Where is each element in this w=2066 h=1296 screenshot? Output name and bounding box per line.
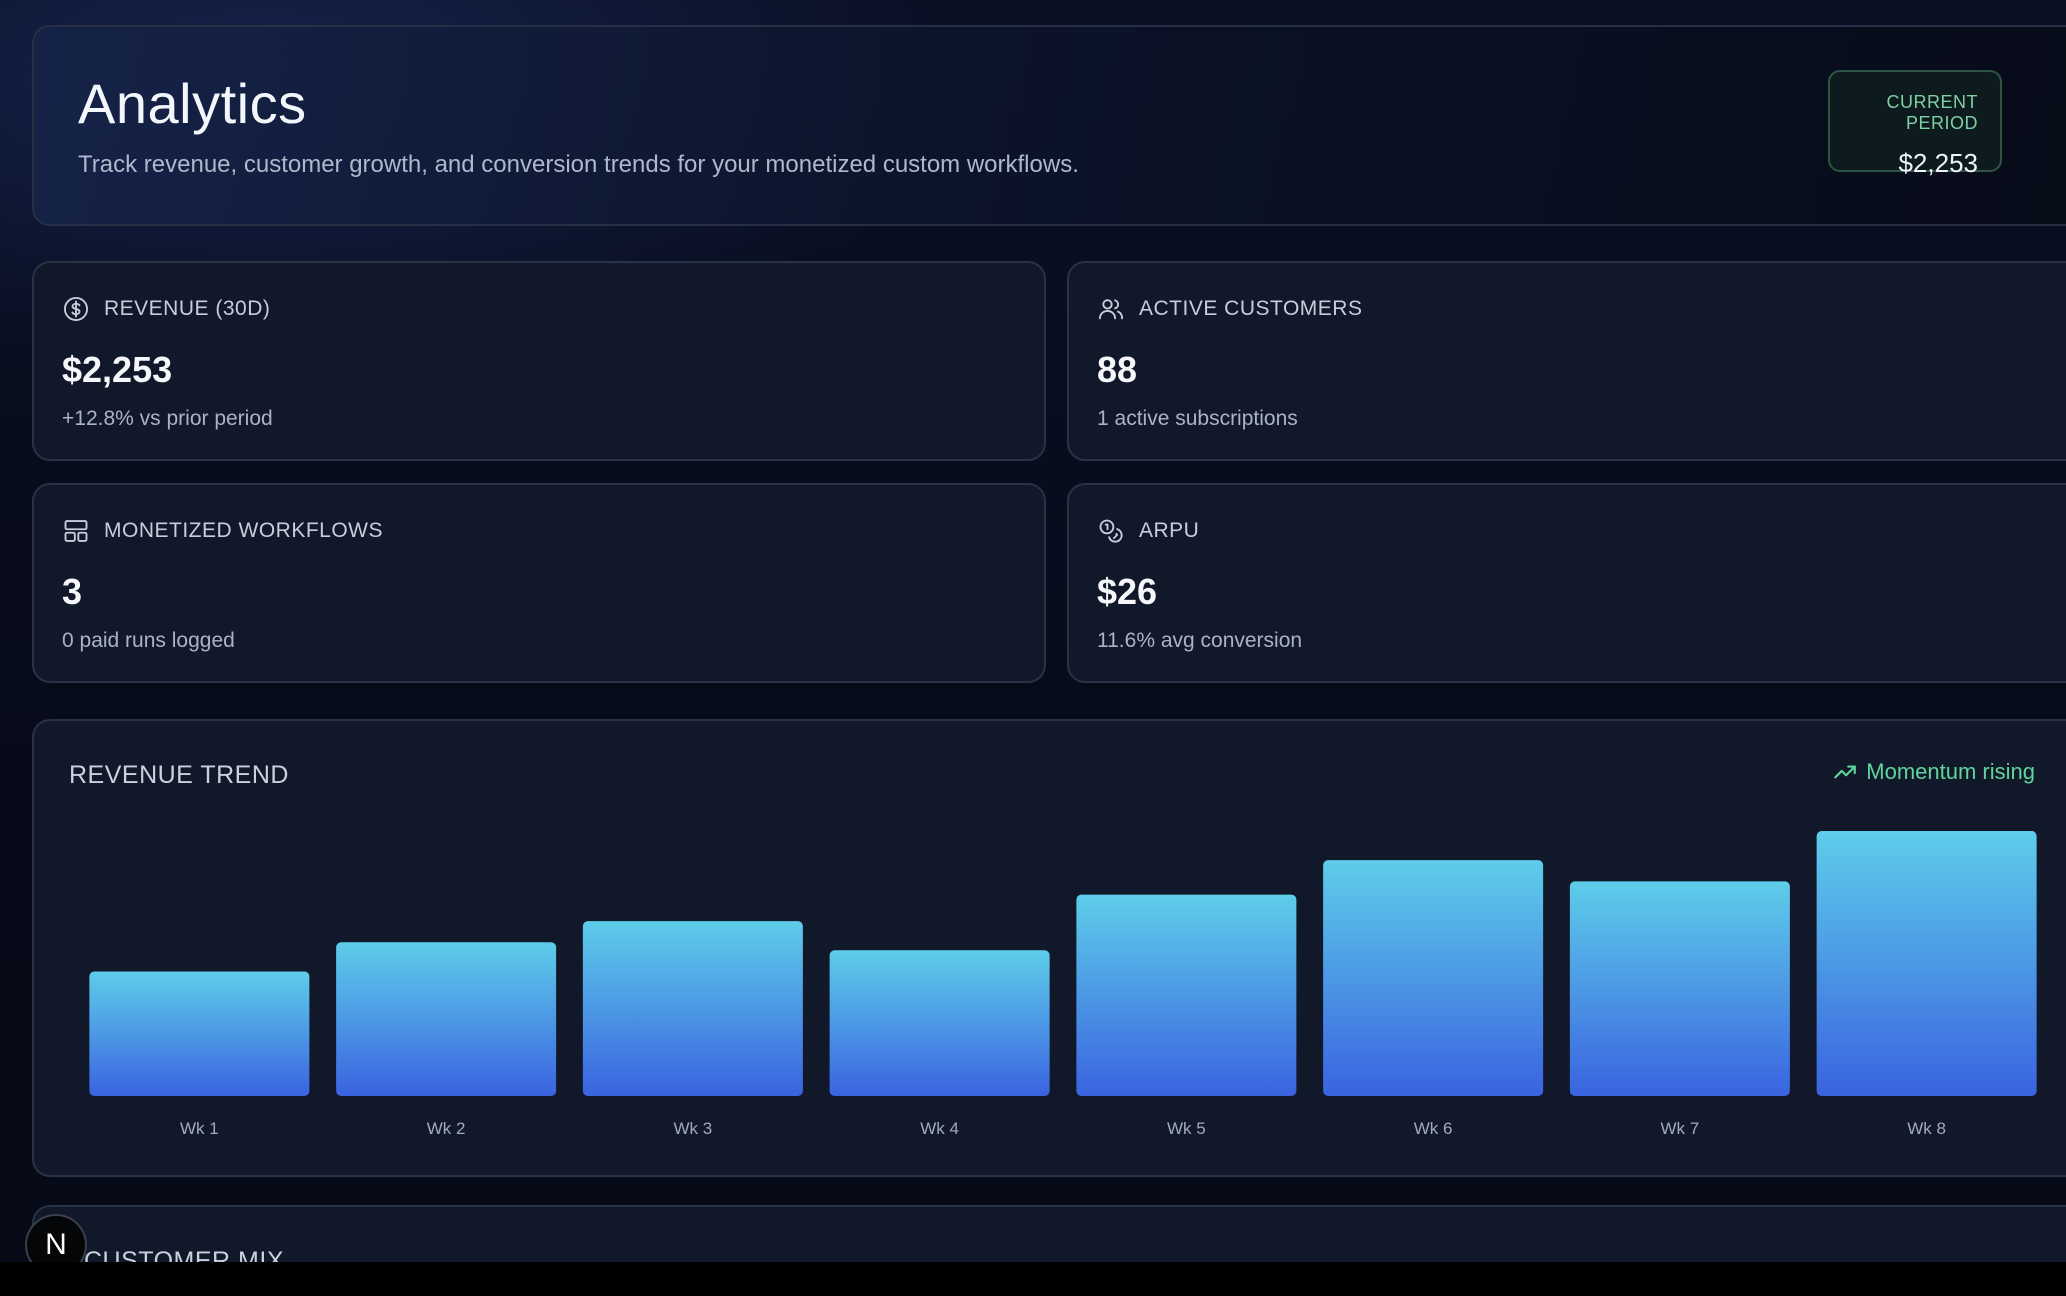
revenue-trend-card: REVENUE TREND Momentum rising Wk 1 Wk 2 Wk… (32, 719, 2066, 1177)
users-icon (1097, 295, 1125, 323)
stat-subtext: 1 active subscriptions (1097, 407, 1298, 430)
bar-wk-2 (336, 942, 557, 1096)
x-tick-label: Wk 3 (674, 1119, 713, 1138)
stat-value: 88 (1097, 349, 1138, 390)
momentum-badge-label: Momentum rising (1866, 759, 2035, 784)
stat-value: $26 (1097, 571, 1158, 612)
current-period-label: CURRENT PERIOD (1886, 92, 1978, 133)
bar-wk-4 (829, 950, 1050, 1096)
customer-mix-title: CUSTOMER MIX (84, 1247, 284, 1262)
stat-card-monetized-workflows: MONETIZED WORKFLOWS 3 0 paid runs logged (32, 483, 1046, 683)
page-subtitle: Track revenue, customer growth, and conv… (78, 151, 1079, 178)
x-tick-label: Wk 6 (1414, 1119, 1453, 1138)
stat-label: MONETIZED WORKFLOWS (104, 519, 383, 542)
momentum-badge: Momentum rising (1832, 759, 2035, 785)
analytics-page: Analytics Track revenue, customer growth… (0, 0, 2066, 1262)
current-period-value: $2,253 (1898, 148, 1978, 178)
dev-tools-badge[interactable]: N (25, 1214, 87, 1262)
bar-wk-6 (1323, 860, 1544, 1096)
stat-value: $2,253 (62, 349, 173, 390)
stat-card-revenue: REVENUE (30D) $2,253 +12.8% vs prior per… (32, 261, 1046, 461)
stat-subtext: +12.8% vs prior period (62, 407, 273, 430)
stat-card-active-customers: ACTIVE CUSTOMERS 88 1 active subscriptio… (1067, 261, 2066, 461)
x-tick-label: Wk 2 (427, 1119, 466, 1138)
bottom-bar (0, 1262, 2066, 1296)
layout-icon (62, 517, 90, 545)
customer-mix-card: CUSTOMER MIX (32, 1205, 2066, 1262)
bar-wk-1 (89, 971, 310, 1096)
x-tick-label: Wk 5 (1167, 1119, 1206, 1138)
coins-icon (1097, 517, 1125, 545)
revenue-trend-title: REVENUE TREND (69, 761, 289, 789)
current-period-box: CURRENT PERIOD $2,253 (1828, 70, 2002, 178)
x-tick-label: Wk 8 (1907, 1119, 1946, 1138)
bar-wk-5 (1076, 894, 1297, 1096)
dollar-circle-icon (62, 295, 90, 323)
trending-up-icon (1834, 765, 1857, 779)
stat-subtext: 0 paid runs logged (62, 629, 235, 652)
stat-card-arpu: ARPU $26 11.6% avg conversion (1067, 483, 2066, 683)
page-title: Analytics (78, 72, 307, 135)
bar-wk-7 (1569, 881, 1790, 1096)
stat-subtext: 11.6% avg conversion (1097, 629, 1303, 652)
x-tick-label: Wk 7 (1661, 1119, 1700, 1138)
x-tick-label: Wk 4 (920, 1119, 959, 1138)
revenue-trend-chart: Wk 1 Wk 2 Wk 3 Wk 4 Wk 5 Wk 6 Wk 7 Wk 8 (89, 831, 2037, 1138)
x-tick-label: Wk 1 (180, 1119, 219, 1138)
bar-wk-8 (1816, 831, 2037, 1096)
stat-value: 3 (62, 571, 83, 612)
stat-label: ARPU (1139, 519, 1200, 542)
stat-label: REVENUE (30D) (104, 297, 271, 320)
stat-label: ACTIVE CUSTOMERS (1139, 297, 1363, 320)
bar-wk-3 (582, 921, 803, 1096)
header-card: Analytics Track revenue, customer growth… (32, 25, 2066, 226)
